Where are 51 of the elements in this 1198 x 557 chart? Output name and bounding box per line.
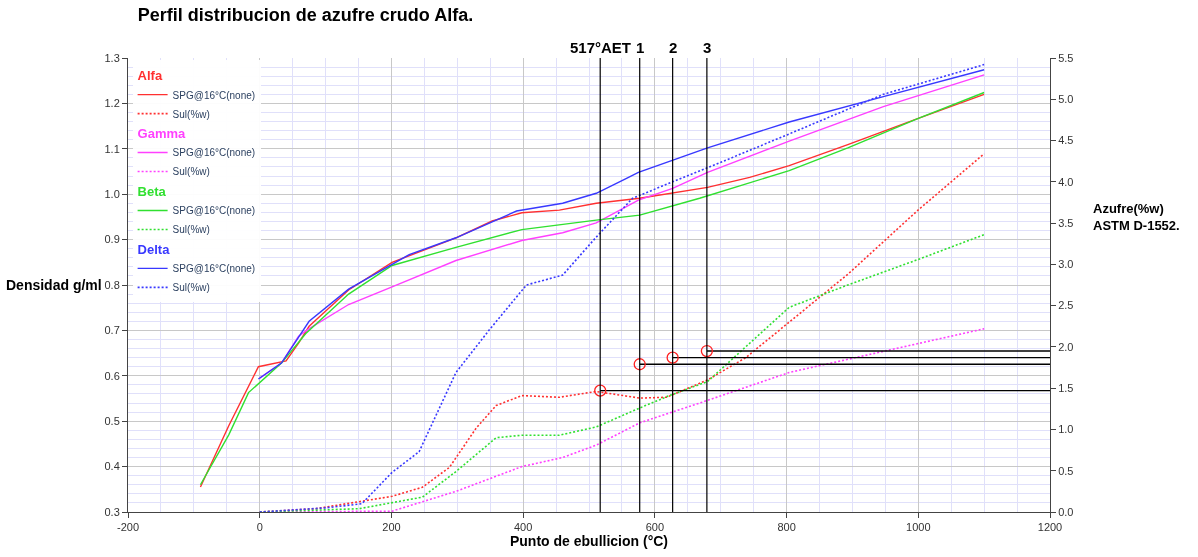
y-tick-label: 0.4: [104, 460, 120, 473]
legend-label: Sul(%w): [172, 224, 210, 236]
y-axis-title: Densidad g/ml: [6, 277, 102, 293]
y2-tick-label: 4.0: [1058, 175, 1074, 188]
x-tick-label: 800: [777, 521, 796, 534]
y2-tick-label: 3.0: [1058, 258, 1074, 271]
x-axis-title: Punto de ebullicion (°C): [509, 533, 669, 550]
legend-label: SPG@16°C(none): [172, 263, 256, 275]
y-tick-label: 1.1: [104, 142, 120, 155]
y2-tick-label: 2.0: [1058, 340, 1074, 353]
annotation: Alfa: [137, 68, 163, 84]
y-tick-label: 0.5: [104, 415, 120, 428]
legend-label: Sul(%w): [172, 166, 210, 178]
y2-tick-label: 5.5: [1058, 51, 1074, 64]
y2-tick-label: 4.5: [1058, 134, 1074, 147]
annotation: 3: [703, 39, 712, 56]
x-tick-label: 1000: [906, 521, 931, 534]
legend-label: SPG@16°C(none): [172, 205, 256, 217]
y-tick-label: 0.6: [104, 369, 120, 382]
x-tick-label: 200: [382, 521, 401, 534]
y-tick-label: 0.7: [104, 324, 120, 337]
x-tick-label: 400: [513, 521, 533, 534]
y2-tick-label: 1.5: [1058, 382, 1074, 395]
annotation: 2: [669, 39, 678, 56]
y-tick-label: 1.0: [104, 188, 120, 201]
chart-title: Perfil distribucion de azufre crudo Alfa.: [137, 4, 474, 25]
y2-tick-label: 5.0: [1058, 93, 1074, 106]
x-tick-label: 600: [645, 521, 665, 534]
y-tick-label: 1.2: [104, 97, 120, 110]
legend-label: SPG@16°C(none): [172, 147, 256, 159]
y2-tick-label: 0.5: [1058, 464, 1074, 477]
x-tick-label: -200: [116, 521, 140, 534]
annotation: Beta: [137, 184, 167, 200]
legend-label: Sul(%w): [172, 282, 210, 294]
y2-tick-label: 1.0: [1058, 423, 1074, 436]
legend-label: SPG@16°C(none): [172, 89, 256, 101]
ref-line-label: 517°AET: [570, 39, 632, 56]
y-tick-label: 0.9: [104, 233, 120, 246]
y-tick-label: 1.3: [104, 51, 120, 64]
y2-tick-label: 0.0: [1058, 505, 1074, 518]
y-tick-label: 0.8: [104, 278, 120, 291]
x-tick-label: 1200: [1037, 521, 1063, 534]
y2-tick-label: 3.5: [1058, 216, 1074, 229]
y2-tick-label: 2.5: [1058, 299, 1074, 312]
y-tick-label: 0.3: [104, 505, 120, 518]
legend-label: Sul(%w): [172, 108, 210, 120]
annotation: Delta: [137, 241, 171, 257]
y2-axis-title: Azufre(%w) ASTM D-1552.: [1093, 201, 1180, 233]
annotation: 1: [636, 39, 645, 56]
x-tick-label: 0: [256, 521, 263, 534]
annotation: Gamma: [137, 126, 187, 142]
